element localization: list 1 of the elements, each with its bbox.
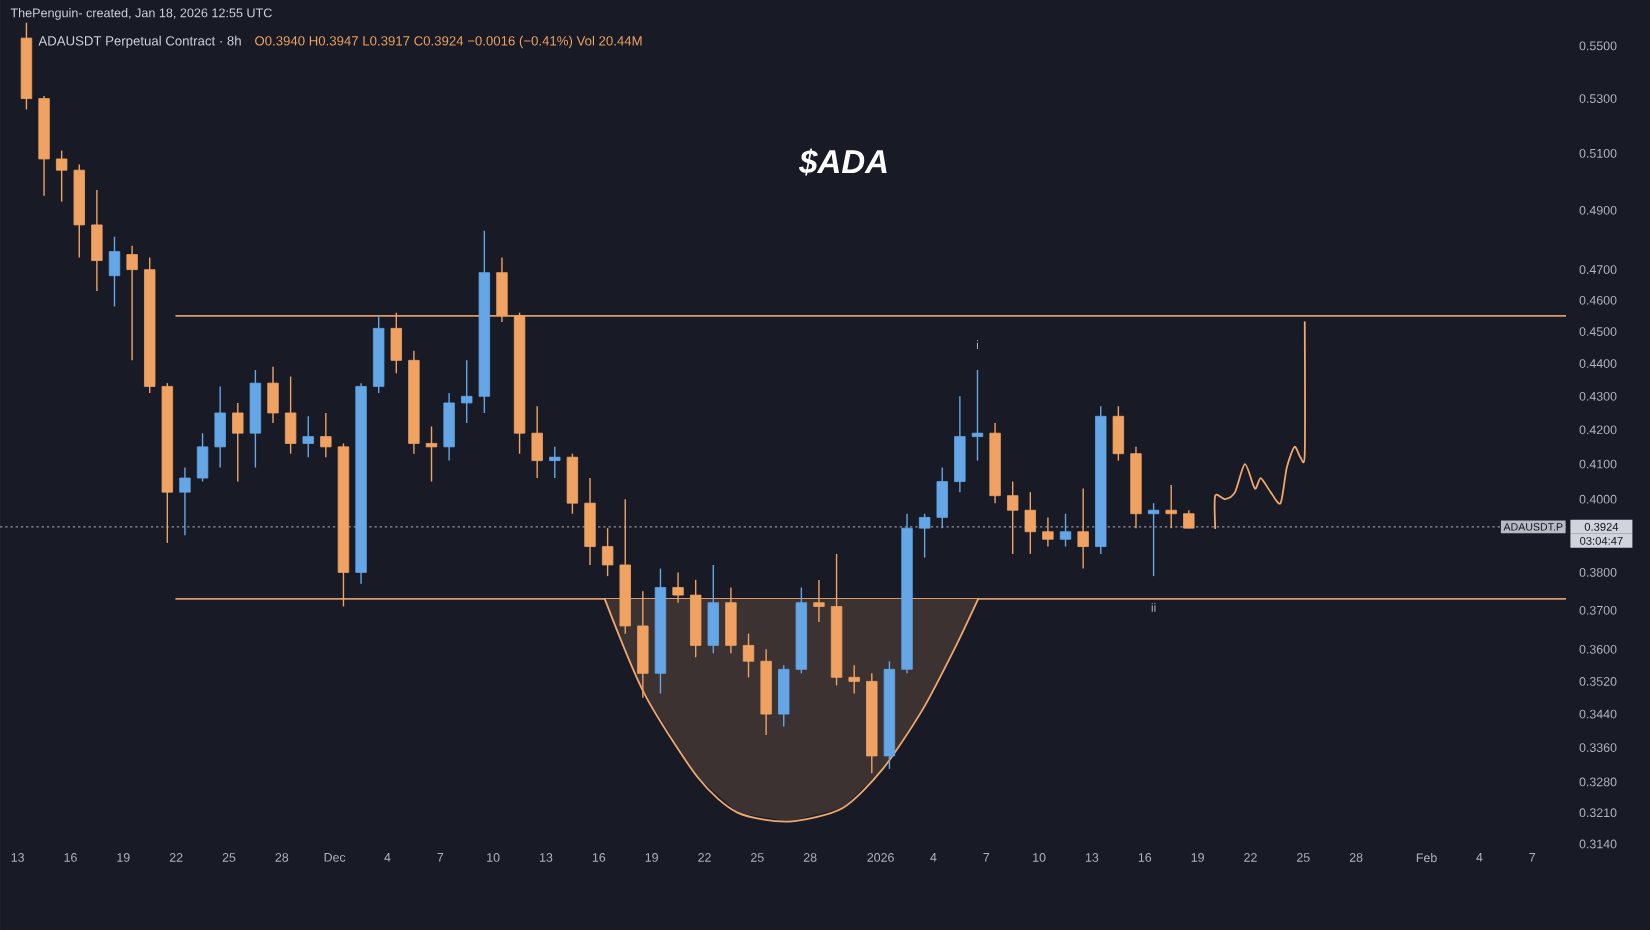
text: $ADA bbox=[798, 148, 887, 176]
